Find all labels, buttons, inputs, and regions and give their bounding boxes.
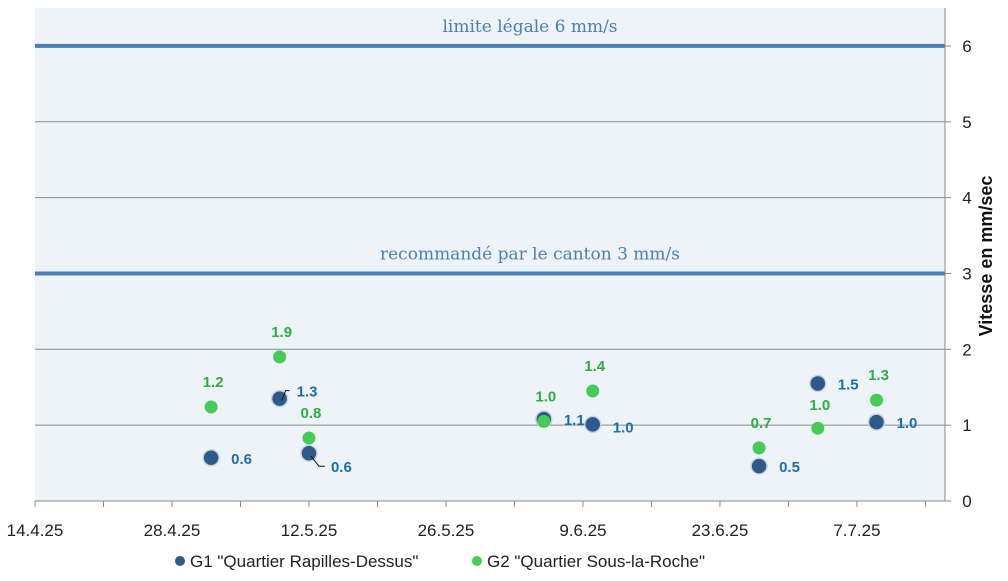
data-label-g1: 1.0 bbox=[613, 419, 634, 436]
x-tick-label: 14.4.25 bbox=[7, 521, 64, 540]
axes: 0 1 2 3 4 5 6 14.4.25 28.4.25 12.5.25 26.5.25 9.6.2… bbox=[7, 8, 972, 540]
data-point-g2 bbox=[870, 393, 884, 407]
data-label-g2: 1.0 bbox=[809, 397, 830, 414]
reference-lines: limite légale 6 mm/s recommandé par le ca… bbox=[35, 17, 945, 276]
plot-background bbox=[35, 8, 945, 501]
data-label-g1: 1.5 bbox=[838, 376, 859, 393]
x-tick-label: 28.4.25 bbox=[144, 521, 201, 540]
data-point-g1 bbox=[202, 449, 220, 467]
data-label-g1: 1.3 bbox=[297, 384, 318, 401]
y-tick-label: 6 bbox=[962, 37, 971, 56]
data-label-g2: 1.3 bbox=[868, 367, 889, 384]
data-point-g2 bbox=[204, 400, 218, 414]
data-point-g1 bbox=[300, 444, 318, 462]
y-tick-label: 0 bbox=[962, 492, 971, 511]
reference-line-label: limite légale 6 mm/s bbox=[442, 17, 617, 37]
y-axis-title: Vitesse en mm/sec bbox=[976, 176, 996, 337]
x-tick-label: 26.5.25 bbox=[418, 521, 475, 540]
data-label-g1: 1.0 bbox=[897, 415, 918, 432]
legend-label-g1: G1 "Quartier Rapilles-Dessus" bbox=[190, 552, 418, 571]
data-label-g2: 1.9 bbox=[271, 324, 292, 341]
data-label-g2: 0.8 bbox=[301, 405, 322, 422]
x-tick-label: 23.6.25 bbox=[692, 521, 749, 540]
data-point-g1 bbox=[270, 389, 289, 408]
data-label-g2: 0.7 bbox=[751, 415, 772, 432]
data-points bbox=[202, 350, 886, 475]
x-tick-label: 7.7.25 bbox=[833, 521, 880, 540]
y-tick-label: 2 bbox=[962, 340, 971, 359]
legend-marker-g2 bbox=[472, 556, 482, 566]
data-point-g1 bbox=[809, 374, 827, 393]
data-point-g1 bbox=[750, 457, 768, 475]
y-tick-label: 1 bbox=[962, 416, 971, 435]
data-label-g1: 0.6 bbox=[231, 451, 252, 468]
data-labels: 1.2 1.9 0.8 1.0 1.4 0.7 1.0 1.3 0.6 1.3 0.6 1.1 1.0 0… bbox=[203, 324, 918, 476]
data-label-g1: 0.6 bbox=[331, 459, 352, 476]
y-tick-label: 4 bbox=[962, 189, 971, 208]
data-point-g2 bbox=[752, 441, 766, 455]
reference-line-label: recommandé par le canton 3 mm/s bbox=[380, 244, 680, 264]
data-point-g1 bbox=[867, 413, 886, 431]
data-label-g1: 0.5 bbox=[779, 459, 800, 476]
data-point-g2 bbox=[811, 421, 825, 435]
legend-label-g2: G2 "Quartier Sous-la-Roche" bbox=[487, 552, 705, 571]
data-label-g1: 1.1 bbox=[564, 412, 585, 429]
x-tick-label: 12.5.25 bbox=[281, 521, 338, 540]
data-point-g2 bbox=[586, 384, 600, 398]
legend: G1 "Quartier Rapilles-Dessus" G2 "Quartie… bbox=[175, 552, 705, 571]
x-tick-label: 9.6.25 bbox=[559, 521, 606, 540]
data-label-g2: 1.2 bbox=[203, 374, 224, 391]
data-point-g2 bbox=[537, 414, 551, 428]
data-point-g2 bbox=[273, 350, 287, 364]
y-tick-label: 5 bbox=[962, 113, 971, 132]
legend-marker-g1 bbox=[175, 556, 185, 566]
leader-line bbox=[281, 390, 290, 401]
data-label-g2: 1.4 bbox=[584, 358, 606, 375]
leader-line bbox=[310, 455, 325, 467]
plot-area bbox=[35, 8, 945, 501]
data-label-g2: 1.0 bbox=[535, 388, 556, 405]
data-point-g2 bbox=[302, 431, 316, 445]
data-point-g1 bbox=[583, 415, 602, 434]
y-tick-label: 3 bbox=[962, 264, 971, 283]
